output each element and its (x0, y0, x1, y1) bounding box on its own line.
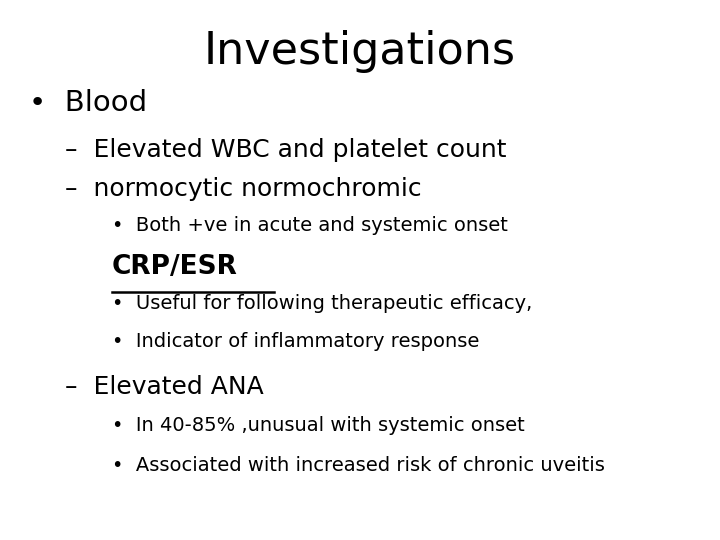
Text: Investigations: Investigations (204, 30, 516, 73)
Text: •  Useful for following therapeutic efficacy,: • Useful for following therapeutic effic… (112, 294, 532, 313)
Text: •  In 40-85% ,unusual with systemic onset: • In 40-85% ,unusual with systemic onset (112, 416, 524, 435)
Text: –  normocytic normochromic: – normocytic normochromic (65, 177, 421, 201)
Text: CRP/ESR: CRP/ESR (112, 254, 238, 280)
Text: •  Blood: • Blood (29, 89, 147, 117)
Text: •  Indicator of inflammatory response: • Indicator of inflammatory response (112, 332, 479, 351)
Text: –  Elevated WBC and platelet count: – Elevated WBC and platelet count (65, 138, 506, 161)
Text: –  Elevated ANA: – Elevated ANA (65, 375, 264, 399)
Text: •  Both +ve in acute and systemic onset: • Both +ve in acute and systemic onset (112, 216, 508, 235)
Text: •  Associated with increased risk of chronic uveitis: • Associated with increased risk of chro… (112, 456, 605, 475)
